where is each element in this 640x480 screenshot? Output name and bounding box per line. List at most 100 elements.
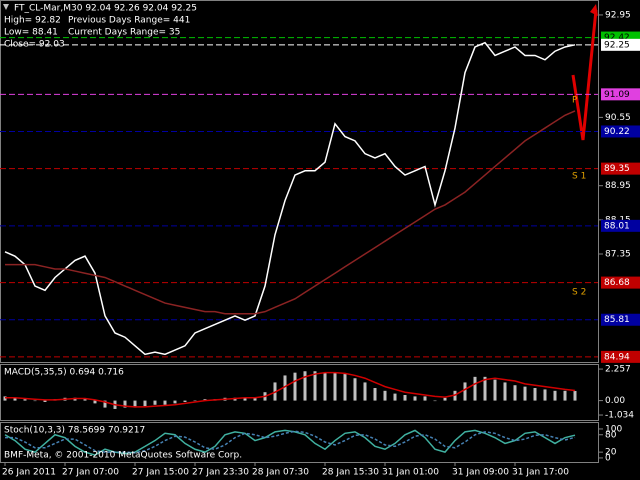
- info-text: Current Days Range= 35: [68, 28, 180, 38]
- pivot-label: P: [572, 96, 578, 106]
- series-line: [5, 371, 576, 408]
- info-text: High= 92.82: [4, 16, 61, 26]
- level-label: 86.68: [604, 278, 630, 288]
- y-tick-label: 2.257: [605, 365, 631, 375]
- histogram-bar: [383, 390, 387, 401]
- level-label: 89.35: [604, 164, 630, 174]
- level-box: [601, 162, 640, 175]
- histogram-bar: [473, 376, 477, 401]
- histogram-bar: [293, 372, 297, 401]
- histogram-bar: [573, 390, 577, 401]
- histogram-bar: [133, 400, 137, 408]
- footer: BMF-Meta, © 2001-2010 MetaQuotes Softwar…: [4, 451, 242, 461]
- histogram-bar: [393, 393, 397, 401]
- level-box: [601, 313, 640, 326]
- x-tick-label: 31 Jan 09:00: [452, 468, 509, 478]
- level-label: 92.25: [604, 40, 630, 50]
- level-box: [601, 88, 640, 101]
- level-label: 92.42: [604, 33, 630, 43]
- macd-pane: [0, 364, 599, 421]
- histogram-bar: [83, 399, 87, 401]
- histogram-bar: [543, 389, 547, 401]
- histogram-bar: [553, 390, 557, 401]
- macd-title: MACD(5,35,5) 0.694 0.716: [4, 368, 124, 378]
- histogram-bar: [163, 400, 167, 405]
- histogram-bar: [463, 382, 467, 401]
- histogram-bar: [283, 375, 287, 401]
- series-line: [5, 110, 576, 315]
- histogram-bar: [353, 378, 357, 401]
- histogram-bar: [493, 379, 497, 401]
- histogram-bar: [43, 400, 47, 402]
- histogram-bar: [313, 371, 317, 401]
- level-box: [601, 125, 640, 138]
- histogram-bar: [363, 382, 367, 401]
- histogram-bar: [403, 395, 407, 401]
- histogram-bar: [373, 388, 377, 401]
- histogram-bar: [23, 399, 27, 401]
- y-tick-label: 20: [605, 448, 617, 458]
- x-tick-label: 28 Jan 07:30: [252, 468, 309, 478]
- histogram-bar: [33, 400, 37, 402]
- level-label: 85.81: [604, 315, 630, 325]
- histogram-bar: [13, 397, 17, 401]
- level-box: [601, 38, 640, 51]
- y-tick-label: -1.034: [605, 411, 634, 421]
- projection-arrow: [571, 9, 598, 141]
- x-tick-label: 27 Jan 07:00: [62, 468, 119, 478]
- y-tick-label: 100: [605, 424, 622, 434]
- pivot-label: S 1: [572, 172, 586, 182]
- y-tick-label: 87.35: [605, 249, 631, 259]
- x-tick-label: 31 Jan 17:00: [512, 468, 569, 478]
- histogram-bar: [423, 396, 427, 401]
- histogram-bar: [333, 372, 337, 401]
- menu-icon[interactable]: [3, 4, 9, 10]
- histogram-bar: [503, 382, 507, 401]
- projection-arrow-head: [590, 4, 598, 16]
- histogram-bar: [343, 374, 347, 401]
- histogram-bar: [123, 400, 127, 408]
- histogram-bar: [323, 372, 327, 401]
- level-box: [601, 276, 640, 289]
- histogram-bar: [153, 400, 157, 405]
- histogram-bar: [443, 397, 447, 401]
- y-tick-label: 90.55: [605, 113, 631, 123]
- histogram-bar: [173, 400, 177, 404]
- histogram-bar: [563, 390, 567, 401]
- histogram-bar: [193, 400, 197, 402]
- y-tick-label: 80: [605, 430, 617, 440]
- level-label: 90.22: [604, 127, 630, 137]
- x-tick-label: 27 Jan 15:00: [132, 468, 189, 478]
- x-tick-label: 31 Jan 01:00: [382, 468, 439, 478]
- histogram-bar: [483, 376, 487, 401]
- histogram-bar: [183, 400, 187, 402]
- level-label: 84.94: [604, 352, 630, 362]
- chart-title: FT_CL-Mar,M30 92.04 92.26 92.04 92.25: [14, 4, 197, 14]
- x-tick-label: 28 Jan 15:30: [322, 468, 379, 478]
- price-pane: [0, 0, 599, 363]
- histogram-bar: [433, 400, 437, 402]
- info-text: Previous Days Range= 441: [68, 16, 190, 26]
- y-tick-label: 0.00: [605, 396, 625, 406]
- series-line: [4, 41, 576, 356]
- x-tick-label: 26 Jan 2011: [2, 468, 56, 478]
- histogram-bar: [513, 385, 517, 401]
- level-box: [601, 219, 640, 232]
- info-text: Close= 92.03: [4, 40, 65, 50]
- stoch-title: Stoch(10,3,3) 78.5699 70.9217: [4, 426, 145, 436]
- y-tick-label: 92.95: [605, 10, 631, 20]
- histogram-bar: [243, 397, 247, 401]
- histogram-bar: [93, 400, 97, 404]
- histogram-bar: [253, 397, 257, 401]
- y-tick-label: 88.95: [605, 181, 631, 191]
- x-tick-label: 27 Jan 23:30: [192, 468, 249, 478]
- histogram-bar: [143, 400, 147, 407]
- y-tick-label: 0: [605, 453, 611, 463]
- level-label: 88.01: [604, 221, 630, 231]
- histogram-bar: [303, 371, 307, 401]
- info-text: Low= 88.41: [4, 28, 58, 38]
- histogram-bar: [523, 386, 527, 401]
- histogram-bar: [413, 396, 417, 401]
